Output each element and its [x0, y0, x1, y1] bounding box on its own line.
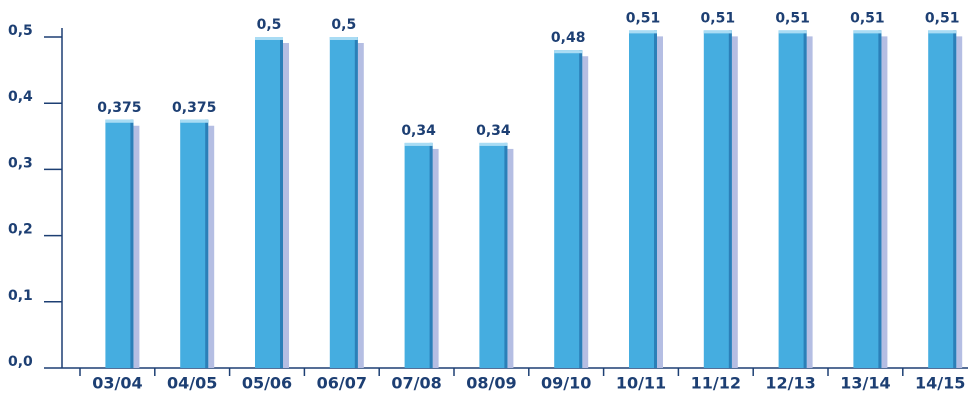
- bar: [329, 37, 358, 368]
- value-label: 0,48: [551, 30, 586, 46]
- value-label: 0,5: [331, 17, 356, 33]
- bar-top: [105, 119, 134, 123]
- y-tick-label: 0,3: [8, 155, 33, 171]
- x-tick-label: 12/13: [765, 374, 815, 393]
- bar-top: [255, 37, 283, 40]
- y-tick-label: 0,2: [8, 222, 33, 238]
- y-tick-label: 0,0: [8, 354, 33, 370]
- bar-top: [629, 30, 657, 34]
- x-tick-label: 05/06: [242, 374, 292, 393]
- x-tick-label: 04/05: [167, 374, 217, 393]
- bar: [404, 142, 433, 368]
- y-tick-label: 0,5: [8, 23, 33, 39]
- bar-edge: [130, 119, 134, 368]
- bar: [928, 30, 957, 368]
- bar-top: [703, 30, 732, 34]
- bar-top: [404, 142, 433, 146]
- bar: [778, 30, 807, 368]
- bar-edge: [205, 119, 209, 368]
- bar-edge: [654, 30, 657, 368]
- bar-edge: [504, 142, 508, 368]
- bar: [554, 50, 583, 369]
- bar-edge: [878, 30, 882, 368]
- bar: [629, 30, 657, 368]
- x-tick-label: 11/12: [691, 374, 741, 393]
- bar-edge: [953, 30, 957, 368]
- bar-edge: [728, 30, 732, 368]
- y-tick-label: 0,1: [8, 288, 33, 304]
- value-label: 0,375: [97, 100, 141, 116]
- x-tick-label: 09/10: [541, 374, 591, 393]
- bar-top: [479, 142, 508, 146]
- x-tick-label: 07/08: [391, 374, 441, 393]
- value-label: 0,375: [172, 100, 216, 116]
- bar: [180, 119, 209, 368]
- value-label: 0,34: [401, 123, 436, 139]
- x-tick-label: 08/09: [466, 374, 516, 393]
- bar-top: [928, 30, 957, 34]
- bar: [479, 142, 508, 368]
- value-label: 0,51: [850, 10, 885, 26]
- bar-edge: [280, 37, 283, 368]
- bar-edge: [579, 50, 583, 369]
- bar-top: [778, 30, 807, 34]
- bar-top: [554, 50, 583, 54]
- bar-top: [329, 37, 358, 40]
- bar: [853, 30, 882, 368]
- value-label: 0,51: [775, 10, 810, 26]
- bar: [703, 30, 732, 368]
- x-tick-label: 13/14: [840, 374, 890, 393]
- x-tick-label: 14/15: [915, 374, 965, 393]
- x-tick-label: 06/07: [317, 374, 367, 393]
- bar-top: [853, 30, 882, 34]
- value-label: 0,51: [701, 10, 736, 26]
- bar: [255, 37, 283, 368]
- value-label: 0,5: [257, 17, 282, 33]
- value-label: 0,51: [626, 10, 661, 26]
- value-label: 0,51: [925, 10, 960, 26]
- value-label: 0,34: [476, 123, 511, 139]
- x-tick-label: 03/04: [92, 374, 142, 393]
- x-tick-label: 10/11: [616, 374, 666, 393]
- bar: [105, 119, 134, 368]
- bar-top: [180, 119, 209, 123]
- bar-edge: [803, 30, 807, 368]
- bar-edge: [429, 142, 433, 368]
- bar-edge: [354, 37, 358, 368]
- y-tick-label: 0,4: [8, 89, 33, 105]
